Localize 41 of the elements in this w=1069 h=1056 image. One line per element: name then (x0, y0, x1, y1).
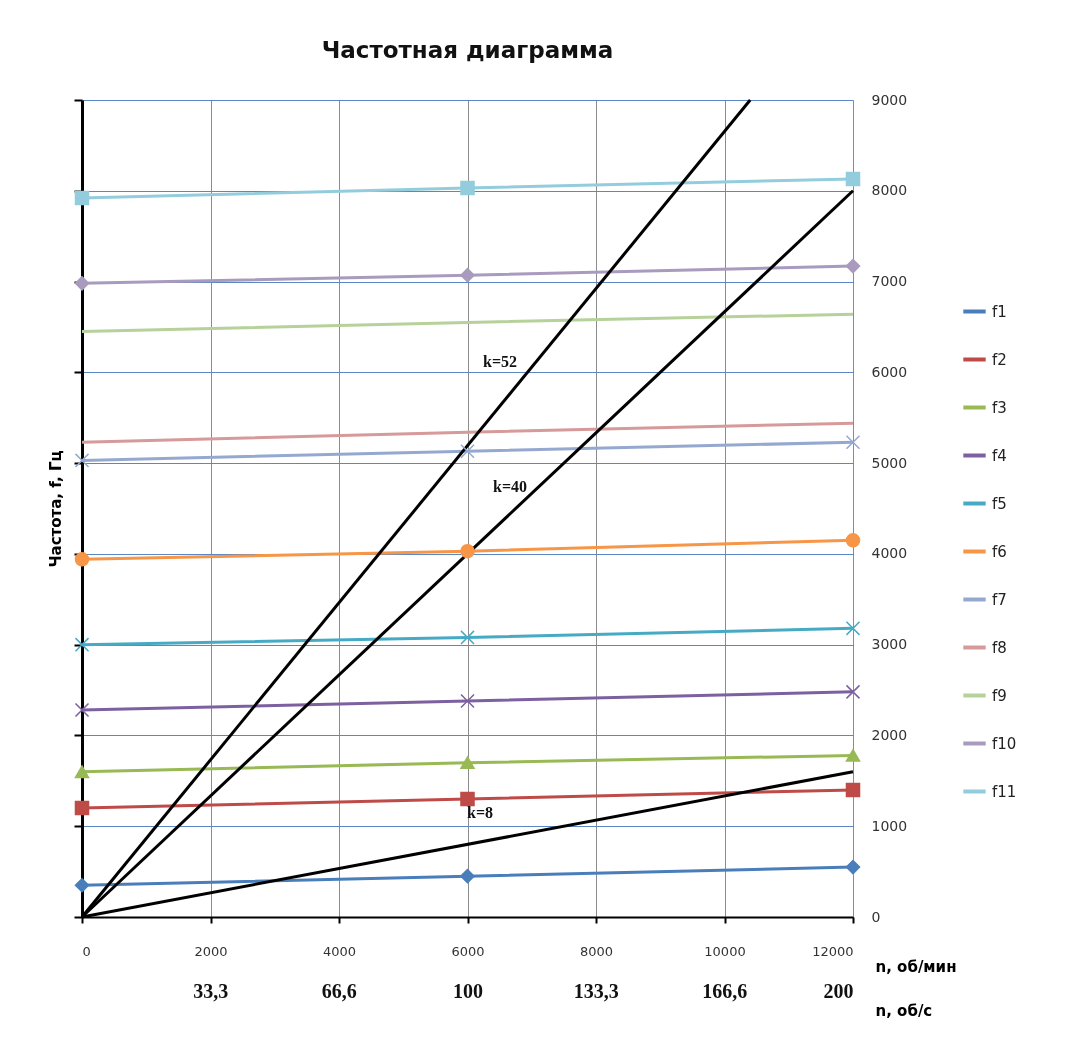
y-tick-label: 1000 (871, 817, 908, 834)
chart-title: Частотная диаграмма (321, 37, 614, 63)
x-tick-label: 10000 (704, 943, 746, 959)
x-tick-label: 6000 (451, 943, 485, 959)
x-tick-label: 0 (82, 943, 91, 959)
y-tick-label: 2000 (871, 726, 908, 743)
x2-tick-label: 133,3 (573, 979, 619, 1002)
x2-tick-label: 66,6 (321, 979, 357, 1002)
legend-label: f9 (992, 686, 1007, 705)
y-tick-label: 7000 (871, 273, 908, 290)
y-tick-label: 4000 (871, 545, 908, 562)
x2-tick-label: 200 (823, 979, 854, 1002)
legend-label: f8 (992, 638, 1007, 657)
legend-label: f11 (992, 782, 1017, 801)
x2-axis-title: n, об/с (875, 1001, 933, 1020)
y-tick-label: 8000 (871, 182, 908, 199)
y-tick-label: 3000 (871, 636, 908, 653)
y-tick-label: 6000 (871, 363, 908, 380)
y-tick-label: 9000 (871, 91, 908, 108)
annotation: k=40 (492, 478, 528, 495)
x-tick-label: 12000 (812, 943, 854, 959)
legend-label: f2 (992, 350, 1007, 369)
x2-tick-label: 166,6 (702, 979, 748, 1002)
annotation: k=52 (482, 353, 518, 370)
legend-label: f1 (992, 302, 1007, 321)
legend-label: f4 (992, 446, 1007, 465)
legend-label: f7 (992, 590, 1007, 609)
x-tick-label: 2000 (194, 943, 228, 959)
x-axis-title: n, об/мин (875, 957, 957, 976)
y-axis-title: Частота, f, Гц (46, 450, 65, 568)
x2-tick-label: 100 (453, 979, 483, 1002)
x-tick-label: 8000 (579, 943, 614, 959)
annotation: k=8 (466, 804, 494, 821)
legend-label: f5 (992, 494, 1007, 513)
y-tick-label: 0 (871, 908, 881, 925)
legend-label: f6 (992, 542, 1007, 561)
y-tick-label: 5000 (871, 454, 908, 471)
x-tick-label: 4000 (322, 943, 357, 959)
x2-tick-label: 33,3 (193, 979, 229, 1002)
legend-label: f3 (992, 398, 1007, 417)
legend-label: f10 (992, 734, 1017, 753)
